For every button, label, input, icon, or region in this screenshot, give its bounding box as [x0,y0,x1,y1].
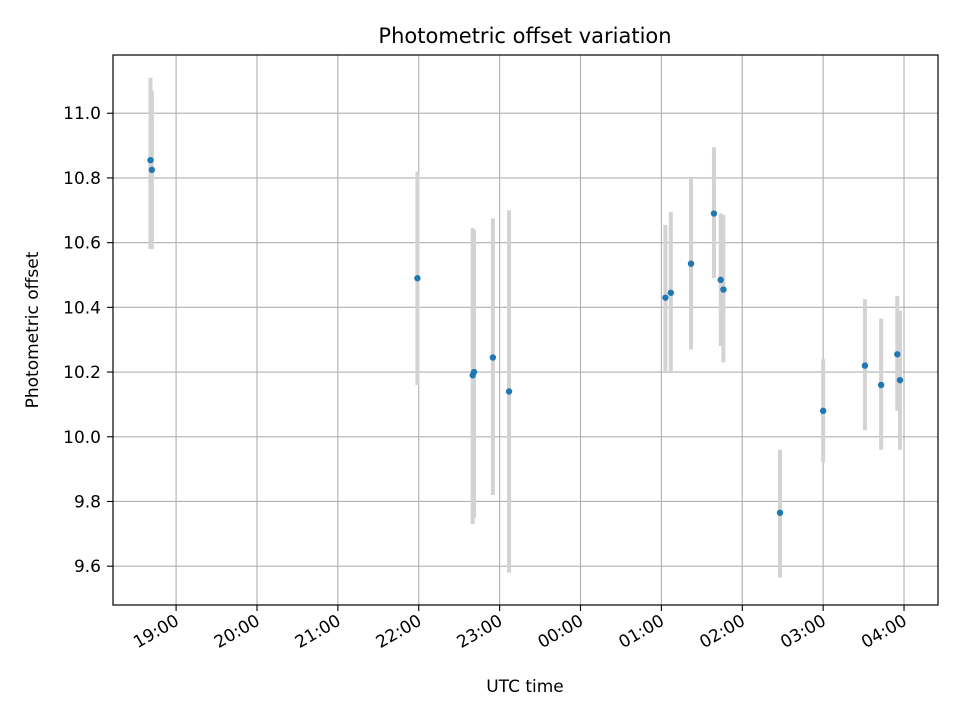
y-axis: 9.6 9.8 10.0 10.2 10.4 10.6 10.8 11.0 [63,104,113,577]
data-point [710,210,718,217]
data-point [667,289,675,296]
y-tick-label: 10.6 [63,234,101,254]
plot-frame [112,54,939,606]
grid [113,55,938,605]
data-point [148,166,156,174]
y-tick-label: 10.8 [63,169,101,189]
data-point [662,294,669,301]
data-point [877,381,885,389]
data-point [414,275,421,282]
data-point [720,286,727,293]
data-point [776,509,784,516]
data-point [861,362,869,369]
x-axis-label: UTC time [486,677,564,697]
data-point [819,407,827,415]
chart-title: Photometric offset variation [378,24,671,48]
y-axis-label: Photometric offset [23,251,43,408]
data-points [147,156,904,516]
data-point [505,388,513,395]
y-tick-label: 10.2 [63,363,101,383]
y-tick-label: 10.4 [63,298,101,318]
y-tick-label: 9.8 [74,492,101,512]
y-tick-label: 11.0 [63,104,101,124]
data-point [470,368,478,376]
data-point [894,351,901,358]
data-point [147,156,154,164]
data-point [717,276,724,284]
data-point [896,376,904,384]
y-tick-label: 10.0 [63,428,101,448]
data-point [687,260,695,267]
data-point [489,354,497,361]
y-tick-label: 9.6 [74,557,101,577]
